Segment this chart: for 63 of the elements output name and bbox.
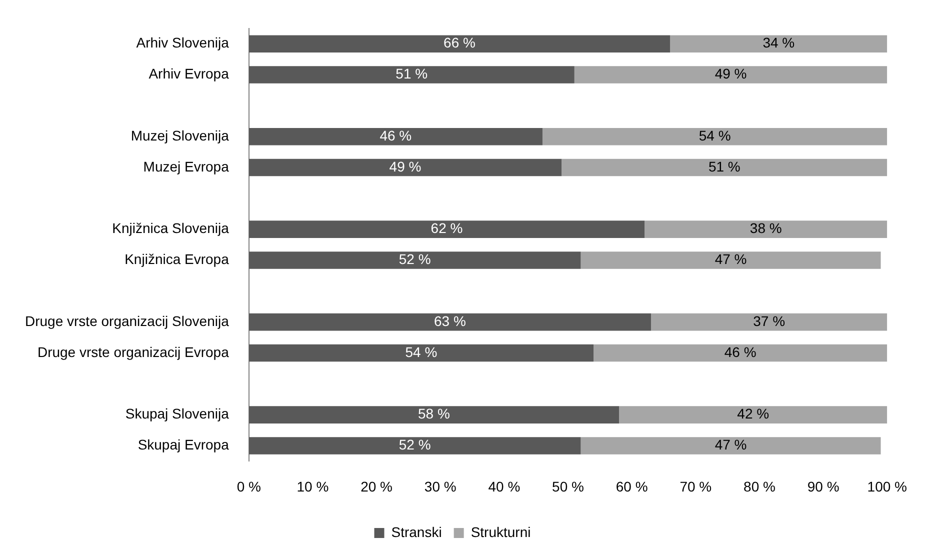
y-tick-label: Knjižnica Slovenija — [112, 220, 230, 236]
bar — [248, 437, 581, 454]
bar — [574, 66, 888, 84]
bar — [594, 344, 888, 362]
legend-label: Strukturni — [470, 524, 531, 540]
x-tick-label: 80 % — [744, 478, 776, 494]
data-label: 42 % — [737, 406, 770, 422]
bar — [248, 252, 581, 269]
bar — [580, 252, 881, 269]
data-label: 37 % — [753, 312, 786, 329]
bar — [619, 406, 888, 424]
x-tick-label: 100 % — [867, 478, 908, 494]
data-label: 47 % — [714, 251, 747, 268]
y-tick-label: Druge vrste organizacij Evropa — [37, 344, 230, 360]
x-tick-label: 10 % — [296, 478, 329, 494]
y-tick-label: Druge vrste organizacij Slovenija — [25, 312, 230, 329]
data-label: 52 % — [398, 436, 431, 453]
data-label: 49 % — [389, 158, 422, 174]
x-tick-label: 30 % — [424, 478, 456, 494]
y-tick-label: Knjižnica Evropa — [124, 251, 230, 268]
bar — [650, 313, 888, 331]
y-tick-label: Arhiv Evropa — [148, 66, 230, 82]
bar — [248, 35, 670, 53]
data-label: 46 % — [724, 344, 756, 360]
bar — [644, 220, 888, 238]
x-tick-label: 40 % — [488, 478, 520, 494]
bar — [248, 66, 574, 84]
data-label: 58 % — [418, 406, 450, 422]
y-tick-label: Skupaj Evropa — [138, 436, 230, 453]
data-label: 54 % — [698, 127, 731, 144]
data-label: 62 % — [430, 220, 463, 236]
x-tick-label: 90 % — [807, 478, 840, 494]
bar — [562, 158, 888, 176]
data-label: 49 % — [714, 66, 747, 82]
data-label: 47 % — [714, 436, 747, 453]
bar — [248, 128, 542, 146]
y-tick-label: Muzej Evropa — [143, 158, 230, 174]
data-label: 51 % — [396, 66, 428, 82]
bar — [580, 437, 881, 454]
bar — [248, 220, 645, 238]
data-label: 52 % — [398, 251, 431, 268]
y-tick-label: Skupaj Slovenija — [125, 406, 230, 422]
data-label: 54 % — [405, 344, 438, 360]
bar — [670, 35, 888, 53]
data-label: 51 % — [708, 158, 740, 174]
legend-label: Stranski — [391, 524, 442, 540]
data-label: 34 % — [762, 34, 795, 51]
bar — [542, 128, 888, 146]
data-label: 66 % — [444, 34, 476, 51]
bar — [248, 344, 594, 362]
x-tick-label: 50 % — [552, 478, 584, 494]
y-tick-label: Arhiv Slovenija — [136, 34, 230, 51]
bar — [248, 313, 651, 331]
x-tick-label: 20 % — [360, 478, 392, 494]
bar — [248, 406, 620, 424]
x-tick-label: 70 % — [680, 478, 712, 494]
y-tick-label: Muzej Slovenija — [130, 127, 230, 144]
x-tick-label: 60 % — [616, 478, 648, 494]
bar — [248, 158, 562, 176]
data-label: 46 % — [380, 127, 412, 144]
data-label: 38 % — [750, 220, 782, 236]
data-label: 63 % — [434, 312, 466, 329]
x-tick-label: 0 % — [236, 478, 261, 494]
